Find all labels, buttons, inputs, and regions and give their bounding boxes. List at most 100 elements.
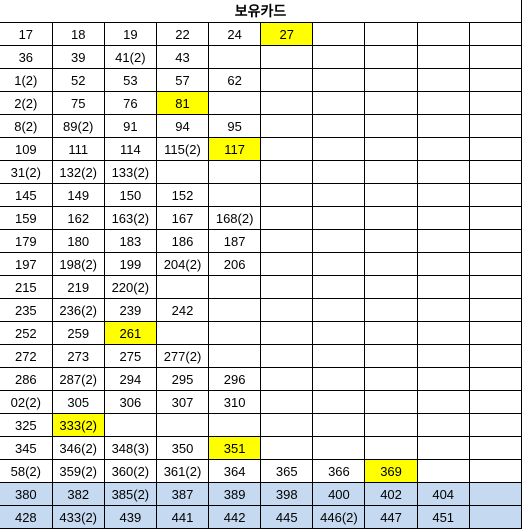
- table-cell: [469, 460, 521, 483]
- table-cell: 345: [0, 437, 52, 460]
- table-cell: 89(2): [52, 115, 104, 138]
- table-body: 171819222427363941(2)431(2)525357622(2)7…: [0, 23, 522, 529]
- table-cell: [417, 69, 469, 92]
- table-cell: [365, 46, 417, 69]
- table-cell: [261, 299, 313, 322]
- table-cell: [469, 276, 521, 299]
- table-cell: 242: [156, 299, 208, 322]
- table-cell: [469, 69, 521, 92]
- table-cell: 446(2): [313, 506, 365, 529]
- table-cell: 111: [52, 138, 104, 161]
- table-cell: [261, 46, 313, 69]
- table-cell: [365, 276, 417, 299]
- table-cell: 220(2): [104, 276, 156, 299]
- table-cell: 149: [52, 184, 104, 207]
- table-cell: [469, 437, 521, 460]
- table-cell: [417, 368, 469, 391]
- table-cell: 215: [0, 276, 52, 299]
- table-cell: 132(2): [52, 161, 104, 184]
- table-title: 보유카드: [0, 0, 522, 23]
- table-cell: [417, 138, 469, 161]
- table-cell: 361(2): [156, 460, 208, 483]
- table-cell: [313, 184, 365, 207]
- table-cell: [417, 414, 469, 437]
- table-cell: [365, 161, 417, 184]
- table-cell: 366: [313, 460, 365, 483]
- table-cell: [104, 414, 156, 437]
- table-cell: 359(2): [52, 460, 104, 483]
- table-cell: [417, 92, 469, 115]
- table-cell: 58(2): [0, 460, 52, 483]
- table-cell: 387: [156, 483, 208, 506]
- title-row: 보유카드: [0, 0, 522, 23]
- table-cell: 369: [365, 460, 417, 483]
- table-cell: [417, 230, 469, 253]
- table-cell: [417, 322, 469, 345]
- table-cell: [365, 253, 417, 276]
- table-cell: 19: [104, 23, 156, 46]
- table-cell: [209, 345, 261, 368]
- table-cell: 76: [104, 92, 156, 115]
- table-cell: [365, 23, 417, 46]
- table-cell: 114: [104, 138, 156, 161]
- table-cell: [365, 322, 417, 345]
- table-cell: [365, 230, 417, 253]
- table-row: 159162163(2)167168(2): [0, 207, 522, 230]
- table-cell: 186: [156, 230, 208, 253]
- table-cell: [365, 345, 417, 368]
- table-cell: 02(2): [0, 391, 52, 414]
- table-cell: 41(2): [104, 46, 156, 69]
- table-cell: 219: [52, 276, 104, 299]
- table-cell: [469, 299, 521, 322]
- table-cell: 333(2): [52, 414, 104, 437]
- table-cell: [417, 460, 469, 483]
- table-cell: [209, 299, 261, 322]
- table-row: 31(2)132(2)133(2): [0, 161, 522, 184]
- table-cell: 43: [156, 46, 208, 69]
- table-cell: [469, 207, 521, 230]
- table-cell: [365, 69, 417, 92]
- table-cell: [469, 115, 521, 138]
- table-cell: 325: [0, 414, 52, 437]
- table-cell: [313, 391, 365, 414]
- table-cell: [156, 414, 208, 437]
- table-row: 345346(2)348(3)350351: [0, 437, 522, 460]
- table-cell: 404: [417, 483, 469, 506]
- table-cell: 447: [365, 506, 417, 529]
- table-cell: [417, 299, 469, 322]
- table-cell: 305: [52, 391, 104, 414]
- table-cell: 179: [0, 230, 52, 253]
- table-row: 325333(2): [0, 414, 522, 437]
- table-cell: [469, 92, 521, 115]
- table-cell: 53: [104, 69, 156, 92]
- table-cell: 204(2): [156, 253, 208, 276]
- table-cell: 261: [104, 322, 156, 345]
- table-cell: 24: [209, 23, 261, 46]
- table-cell: [469, 345, 521, 368]
- table-cell: 95: [209, 115, 261, 138]
- table-cell: [209, 322, 261, 345]
- table-cell: [365, 368, 417, 391]
- table-cell: [469, 322, 521, 345]
- table-cell: 117: [209, 138, 261, 161]
- table-cell: [261, 391, 313, 414]
- table-cell: [469, 23, 521, 46]
- table-cell: 259: [52, 322, 104, 345]
- table-row: 58(2)359(2)360(2)361(2)364365366369: [0, 460, 522, 483]
- table-cell: 57: [156, 69, 208, 92]
- table-cell: [261, 414, 313, 437]
- table-cell: 199: [104, 253, 156, 276]
- table-cell: 163(2): [104, 207, 156, 230]
- table-row: 272273275277(2): [0, 345, 522, 368]
- table-cell: [313, 437, 365, 460]
- table-cell: [365, 391, 417, 414]
- table-row: 145149150152: [0, 184, 522, 207]
- table-cell: [469, 46, 521, 69]
- table-cell: [469, 414, 521, 437]
- table-cell: 346(2): [52, 437, 104, 460]
- table-cell: [313, 46, 365, 69]
- table-cell: [313, 92, 365, 115]
- table-cell: 441: [156, 506, 208, 529]
- table-cell: [313, 207, 365, 230]
- table-cell: 439: [104, 506, 156, 529]
